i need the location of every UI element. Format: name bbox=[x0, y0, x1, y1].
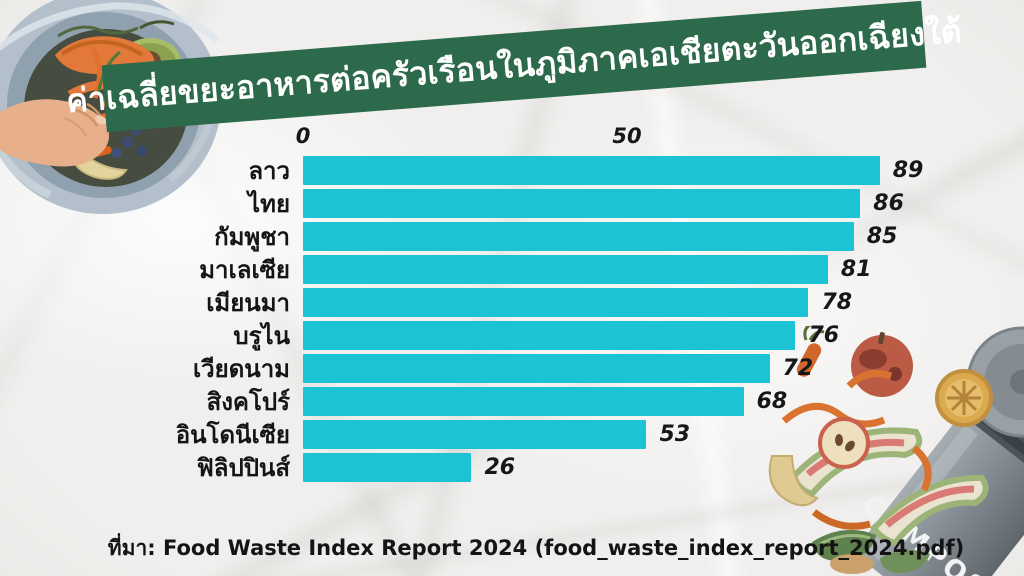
category-label: ลาว bbox=[248, 156, 290, 185]
source-citation: ที่มา: Food Waste Index Report 2024 (foo… bbox=[107, 536, 965, 560]
food-scraps bbox=[768, 326, 993, 574]
value-label: 53 bbox=[659, 422, 691, 447]
x-axis-tick-label: 0 bbox=[295, 124, 311, 148]
category-label: เมียนมา bbox=[206, 288, 290, 317]
chart-row: ฟิลิปปินส์ 26 bbox=[0, 453, 923, 482]
chart-row: มาเลเซีย 81 bbox=[0, 255, 923, 284]
category-label: เวียดนาม bbox=[192, 354, 290, 383]
category-label: สิงคโปร์ bbox=[206, 387, 290, 416]
bar bbox=[303, 321, 796, 350]
category-label: กัมพูชา bbox=[214, 222, 290, 251]
value-label: 72 bbox=[782, 356, 814, 381]
bar bbox=[303, 354, 770, 383]
bar bbox=[303, 420, 647, 449]
value-label: 68 bbox=[756, 389, 788, 414]
value-label: 26 bbox=[484, 455, 516, 480]
bar bbox=[303, 189, 861, 218]
category-label: ไทย bbox=[248, 189, 290, 218]
value-label: 86 bbox=[873, 191, 904, 216]
chart-row: กัมพูชา 85 bbox=[0, 222, 923, 251]
bar bbox=[303, 387, 744, 416]
bar bbox=[303, 453, 472, 482]
chart-row: ลาว 89 bbox=[0, 156, 923, 185]
bar bbox=[303, 156, 880, 185]
category-label: มาเลเซีย bbox=[199, 255, 290, 284]
value-label: 78 bbox=[821, 290, 853, 315]
apple-slice bbox=[818, 417, 870, 469]
value-label: 81 bbox=[840, 257, 872, 282]
category-label: บรูไน bbox=[233, 321, 290, 350]
category-label: อินโดนีเซีย bbox=[175, 420, 290, 449]
value-label: 76 bbox=[808, 323, 840, 348]
chart-row: ไทย 86 bbox=[0, 189, 923, 218]
spilled-compost-bin-photo: COMPOST bbox=[768, 326, 1024, 576]
bar bbox=[303, 288, 809, 317]
chart-row: บรูไน 76 bbox=[0, 321, 923, 350]
chart-rows: ลาว 89 ไทย 86 กัมพูชา 85 มาเลเซีย 81 เมียนมา 78 บร… bbox=[0, 156, 923, 482]
chart-row: เมียนมา 78 bbox=[0, 288, 923, 317]
x-axis-tick-label: 50 bbox=[612, 124, 642, 148]
chart-row: เวียดนาม 72 bbox=[0, 354, 923, 383]
bar bbox=[303, 222, 854, 251]
chart-row: อินโดนีเซีย 53 bbox=[0, 420, 923, 449]
hand bbox=[0, 99, 110, 167]
bar bbox=[303, 255, 828, 284]
value-label: 85 bbox=[866, 224, 898, 249]
chart-row: สิงคโปร์ 68 bbox=[0, 387, 923, 416]
category-label: ฟิลิปปินส์ bbox=[196, 453, 290, 482]
value-label: 89 bbox=[892, 158, 924, 183]
